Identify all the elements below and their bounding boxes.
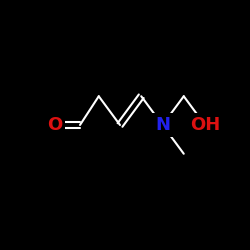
Text: OH: OH bbox=[190, 116, 220, 134]
Text: O: O bbox=[48, 116, 62, 134]
Text: N: N bbox=[155, 116, 170, 134]
